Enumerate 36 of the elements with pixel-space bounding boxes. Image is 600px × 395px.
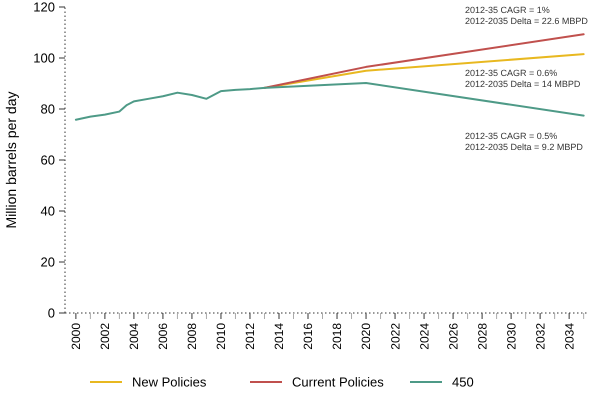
x-tick-label: 2024 [417, 322, 432, 350]
y-tick-label: 60 [40, 152, 55, 168]
y-tick-label: 40 [40, 204, 55, 219]
y-tick-label: 0 [48, 306, 55, 321]
x-tick-label: 2012 [243, 322, 258, 350]
x-tick-label: 2032 [533, 322, 548, 350]
x-tick-label: 2018 [330, 322, 344, 350]
x-tick-label: 2028 [475, 322, 490, 350]
legend-label: New Policies [132, 374, 207, 390]
x-tick-label: 2002 [98, 322, 112, 350]
x-tick-label: 2014 [272, 322, 286, 350]
annotation: 2012-35 CAGR = 1% [465, 5, 550, 16]
line-series [74, 82, 585, 121]
y-axis-title: Million barrels per day [3, 92, 19, 228]
x-tick-label: 2004 [127, 322, 142, 350]
annotation: 2012-35 CAGR = 0.5% [465, 131, 558, 142]
annotation: 2012-2035 Delta = 14 MBPD [465, 79, 581, 90]
x-tick-label: 2022 [388, 322, 402, 350]
legend-label: 450 [452, 374, 474, 390]
x-tick-label: 2030 [504, 322, 518, 350]
legend-label: Current Policies [292, 374, 384, 390]
annotation: 2012-35 CAGR = 0.6% [465, 68, 558, 78]
y-tick-label: 20 [40, 254, 55, 270]
y-tick-label: 100 [33, 50, 55, 66]
x-tick-label: 2034 [562, 322, 576, 350]
x-tick-label: 2000 [69, 322, 84, 350]
x-tick-label: 2026 [446, 322, 460, 350]
x-tick-label: 2006 [156, 322, 170, 350]
x-tick-label: 2016 [301, 322, 316, 350]
x-tick-label: 2020 [359, 322, 374, 350]
x-tick-label: 2010 [214, 322, 228, 350]
annotation: 2012-2035 Delta = 9.2 MBPD [465, 142, 584, 152]
annotation: 2012-2035 Delta = 22.6 MBPD [465, 16, 588, 26]
x-tick-label: 2008 [185, 322, 200, 350]
y-tick-label: 80 [40, 102, 55, 117]
y-tick-label: 120 [33, 0, 55, 15]
